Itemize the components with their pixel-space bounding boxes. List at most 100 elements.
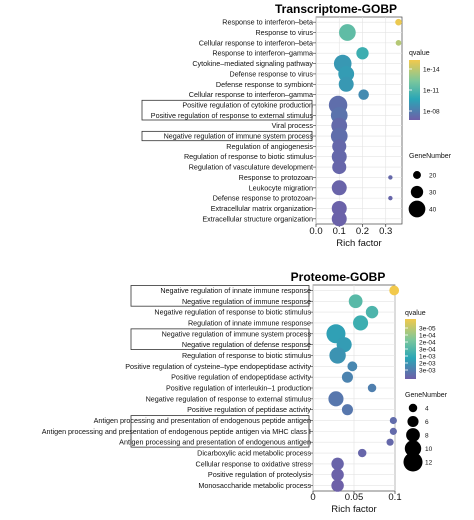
term-label: Response to protozoan	[239, 173, 313, 182]
data-point	[353, 315, 369, 331]
data-point	[357, 448, 367, 458]
data-point	[338, 76, 354, 92]
data-point	[388, 195, 393, 201]
data-point	[331, 149, 347, 165]
color-legend-bar	[409, 60, 420, 120]
color-legend-label: 1e-11	[423, 87, 440, 94]
x-tick-label: 0	[310, 492, 315, 503]
term-label: Cellular response to oxidative stress	[196, 459, 312, 468]
term-label: Regulation of response to biotic stimulu…	[184, 152, 313, 161]
data-point	[332, 160, 347, 175]
size-legend-label: 12	[425, 459, 433, 466]
x-tick-label: 0.1	[333, 226, 346, 237]
size-legend-circle	[404, 440, 422, 457]
x-tick-label: 0.1	[388, 492, 401, 503]
term-label: Extracellular matrix organization	[211, 204, 313, 213]
x-tick-label: 0.0	[309, 226, 322, 237]
data-point	[331, 211, 347, 227]
term-label: Monosaccharide metabolic process	[198, 481, 311, 490]
size-legend-circle	[403, 452, 423, 472]
size-legend-title: GeneNumber	[409, 153, 452, 160]
term-label: Positive regulation of cysteine–type end…	[125, 362, 311, 371]
highlight-box	[130, 328, 310, 350]
x-axis-label: Rich factor	[336, 238, 381, 249]
data-point	[341, 371, 353, 383]
size-legend-circle	[408, 200, 426, 218]
size-legend-circle	[413, 171, 421, 179]
term-label: Response to virus	[255, 28, 313, 37]
term-label: Cellular response to interferon–gamma	[189, 90, 313, 99]
data-point	[338, 66, 355, 82]
data-point	[331, 479, 344, 492]
term-label: Positive regulation of response to exter…	[151, 111, 314, 120]
data-point	[330, 127, 348, 145]
color-legend-label: 1e-14	[423, 66, 440, 73]
color-legend-label: 3e-04	[419, 346, 436, 353]
data-point	[329, 347, 346, 364]
highlight-box	[141, 99, 313, 121]
data-point	[386, 438, 394, 446]
term-label: Antigen processing and presentation of e…	[42, 427, 311, 436]
data-point	[395, 18, 402, 26]
term-label: Defense response to symbiont	[216, 80, 313, 89]
term-label: Negative regulation of defense response	[182, 340, 311, 349]
data-point	[339, 24, 356, 41]
color-legend-label: 3e-05	[419, 325, 436, 332]
term-label: Antigen processing and presentation of e…	[119, 438, 311, 447]
size-legend-label: 4	[425, 405, 429, 412]
x-tick-label: 0.3	[379, 226, 392, 237]
term-label: Viral process	[272, 121, 314, 130]
size-legend-circle	[410, 185, 424, 199]
term-label: Negative regulation of response to exter…	[146, 394, 312, 403]
color-legend-title: qvalue	[409, 50, 430, 57]
color-legend-label: 1e-04	[419, 332, 436, 339]
size-legend-label: 30	[429, 189, 437, 196]
data-point	[331, 200, 347, 216]
term-label: Extracellular structure organization	[202, 214, 313, 223]
term-label: Defense response to protozoan	[213, 194, 313, 203]
x-tick-label: 0.2	[356, 226, 369, 237]
x-tick-label: 0.05	[345, 492, 364, 503]
size-legend-title: GeneNumber	[405, 392, 448, 399]
color-legend-label: 1e-08	[423, 108, 440, 115]
term-label: Regulation of response to biotic stimulu…	[182, 351, 311, 360]
term-label: Positive regulation of cytokine producti…	[182, 100, 313, 109]
highlight-box	[141, 130, 313, 142]
term-label: Defense response to virus	[230, 69, 314, 78]
size-legend-label: 40	[429, 206, 437, 213]
term-label: Positive regulation of peptidase activit…	[187, 405, 311, 414]
size-legend-circle	[408, 403, 418, 413]
proteome-panel: 0 0.05 0.1 Rich factor Negative regulation o…	[42, 284, 448, 515]
data-point	[389, 427, 397, 435]
term-label: Cellular response to interferon–beta	[199, 38, 313, 47]
data-point	[389, 285, 400, 296]
size-legend-circle	[406, 428, 420, 442]
color-legend-label: 3e-03	[419, 367, 436, 374]
size-legend-label: 6	[425, 419, 429, 426]
data-point	[332, 139, 347, 154]
data-point	[356, 47, 369, 60]
data-point	[328, 391, 344, 407]
term-label: Negative regulation of immune system pro…	[162, 329, 312, 338]
term-label: Response to interferon–gamma	[212, 49, 313, 58]
size-legend-circle	[407, 415, 419, 428]
term-label: Response to interferon–beta	[222, 18, 313, 27]
term-label: Regulation of innate immune response	[188, 318, 311, 327]
size-legend-label: 20	[429, 172, 437, 179]
data-point	[365, 305, 379, 319]
data-point	[331, 457, 344, 471]
color-legend-label: 2e-04	[419, 339, 436, 346]
color-legend-label: 2e-03	[419, 360, 436, 367]
size-legend-label: 10	[425, 446, 433, 453]
data-point	[331, 468, 344, 481]
x-axis-label: Rich factor	[331, 504, 376, 515]
term-label: Negative regulation of innate immune res…	[160, 286, 311, 295]
color-legend-label: 1e-03	[419, 353, 436, 360]
data-point	[388, 175, 393, 180]
data-point	[348, 294, 363, 309]
term-label: Regulation of angiogenesis	[226, 142, 313, 151]
term-label: Cytokine–mediated signaling pathway	[192, 59, 313, 68]
data-point	[367, 383, 377, 393]
term-label: Negative regulation of response to bioti…	[154, 308, 311, 317]
